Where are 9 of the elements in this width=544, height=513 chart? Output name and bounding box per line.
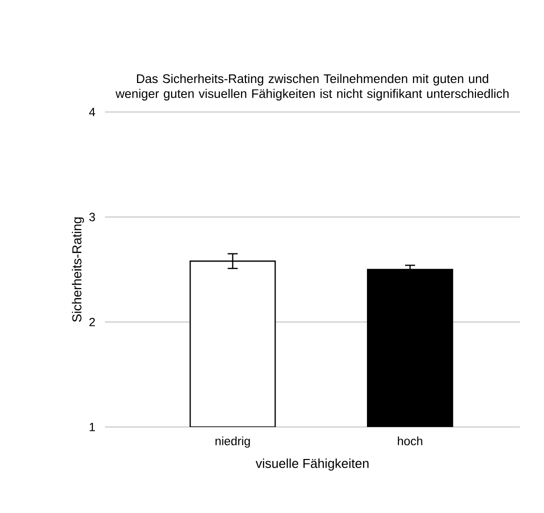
y-tick-label: 3 (89, 212, 95, 222)
x-tick-label: hoch (398, 436, 422, 446)
x-tick-label: niedrig (216, 436, 250, 448)
y-tick-label: 1 (90, 422, 95, 432)
y-tick-label: 4 (89, 108, 96, 116)
y-tick-label: 2 (89, 318, 95, 326)
chart-title: Das Sicherheits-Rating zwischen Teilnehmenden mit guten und weniger guten visuellen Fähigkeiten ist nicht signifikant unterschiedlich (116, 74, 509, 100)
y-axis-title: Sicherheits-Rating (72, 217, 84, 322)
x-axis-title: visuelle Fähigkeiten (256, 458, 368, 471)
